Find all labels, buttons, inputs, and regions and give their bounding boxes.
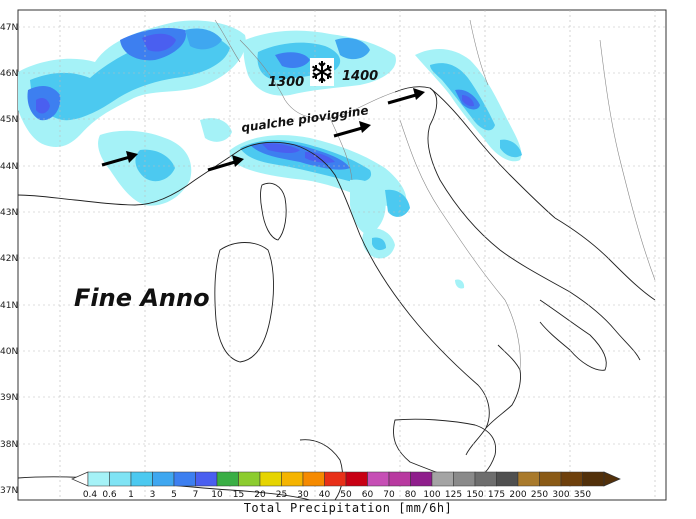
- colorbar-level-label: 100: [423, 490, 440, 500]
- colorbar-level-label: 175: [488, 490, 505, 500]
- wind-arrow-icon: [207, 155, 244, 172]
- colorbar-swatch: [324, 471, 347, 487]
- colorbar-level-label: 70: [383, 490, 395, 500]
- colorbar-level-label: 0.4: [83, 490, 98, 500]
- lat-label: 38N: [0, 440, 18, 450]
- colorbar-level-label: 50: [340, 490, 352, 500]
- colorbar-swatch: [259, 471, 282, 487]
- colorbar-level-label: 350: [574, 490, 591, 500]
- colorbar-level-label: 10: [211, 490, 223, 500]
- colorbar-swatch: [130, 471, 153, 487]
- colorbar-swatch: [152, 471, 175, 487]
- colorbar: 0.4 0.6 1 3 5 7 10 15 20 25 30 40 50 60 70 80 100 125 150 1…: [71, 471, 621, 500]
- colorbar-swatch: [238, 471, 261, 487]
- colorbar-swatch: [367, 471, 390, 487]
- snow-level-left: 1300: [268, 75, 304, 90]
- snow-level-right: 1400: [342, 69, 378, 84]
- lat-label: 42N: [0, 254, 18, 264]
- colorbar-level-label: 15: [233, 490, 244, 500]
- colorbar-over-arrow: [603, 471, 621, 487]
- colorbar-swatch: [496, 471, 519, 487]
- colorbar-swatch: [87, 471, 110, 487]
- colorbar-level-label: 30: [297, 490, 309, 500]
- colorbar-title: Total Precipitation [mm/6h]: [244, 501, 453, 515]
- colorbar-swatch: [345, 471, 368, 487]
- colorbar-swatch: [388, 471, 411, 487]
- colorbar-level-label: 7: [193, 490, 199, 500]
- colorbar-level-label: 60: [362, 490, 374, 500]
- map-title: Fine Anno: [74, 284, 210, 312]
- colorbar-swatch: [109, 471, 132, 487]
- lat-label: 46N: [0, 69, 18, 79]
- colorbar-level-label: 5: [171, 490, 177, 500]
- lat-label: 47N: [0, 23, 18, 33]
- wind-arrows: [101, 88, 425, 172]
- admin-borders: [214, 19, 656, 371]
- colorbar-level-label: 40: [319, 490, 331, 500]
- colorbar-level-label: 20: [254, 490, 266, 500]
- lat-label: 43N: [0, 208, 18, 218]
- colorbar-swatch: [474, 471, 497, 487]
- colorbar-level-label: 125: [445, 490, 462, 500]
- colorbar-swatch: [281, 471, 304, 487]
- lat-label: 40N: [0, 347, 18, 357]
- colorbar-level-label: 3: [150, 490, 156, 500]
- colorbar-level-label: 150: [466, 490, 483, 500]
- wind-arrow-icon: [333, 121, 371, 138]
- colorbar-swatch: [431, 471, 454, 487]
- lat-label: 37N: [0, 486, 18, 496]
- colorbar-level-label: 1: [128, 490, 134, 500]
- colorbar-level-label: 0.6: [102, 490, 117, 500]
- colorbar-level-label: 200: [509, 490, 526, 500]
- snowflake-icon: [310, 58, 334, 86]
- lat-label: 44N: [0, 162, 18, 172]
- coastlines: [17, 86, 656, 501]
- colorbar-swatch: [582, 471, 605, 487]
- colorbar-swatch: [539, 471, 562, 487]
- colorbar-level-label: 25: [276, 490, 287, 500]
- lat-label: 41N: [0, 301, 18, 311]
- colorbar-swatch: [410, 471, 433, 487]
- wind-arrow-icon: [101, 151, 138, 167]
- lat-label: 39N: [0, 393, 18, 403]
- colorbar-swatch: [560, 471, 583, 487]
- lat-label: 45N: [0, 115, 18, 125]
- colorbar-level-label: 300: [552, 490, 569, 500]
- wind-arrow-icon: [387, 88, 425, 105]
- colorbar-level-label: 250: [531, 490, 548, 500]
- colorbar-swatch: [173, 471, 196, 487]
- lat-lon-grid: [18, 10, 666, 500]
- colorbar-level-label: 80: [405, 490, 417, 500]
- latitude-axis: 47N 46N 45N 44N 43N 42N 41N 40N 39N 38N …: [0, 23, 18, 496]
- colorbar-swatch: [195, 471, 218, 487]
- colorbar-swatch: [216, 471, 239, 487]
- colorbar-swatch: [453, 471, 476, 487]
- colorbar-swatch: [517, 471, 540, 487]
- colorbar-swatch: [302, 471, 325, 487]
